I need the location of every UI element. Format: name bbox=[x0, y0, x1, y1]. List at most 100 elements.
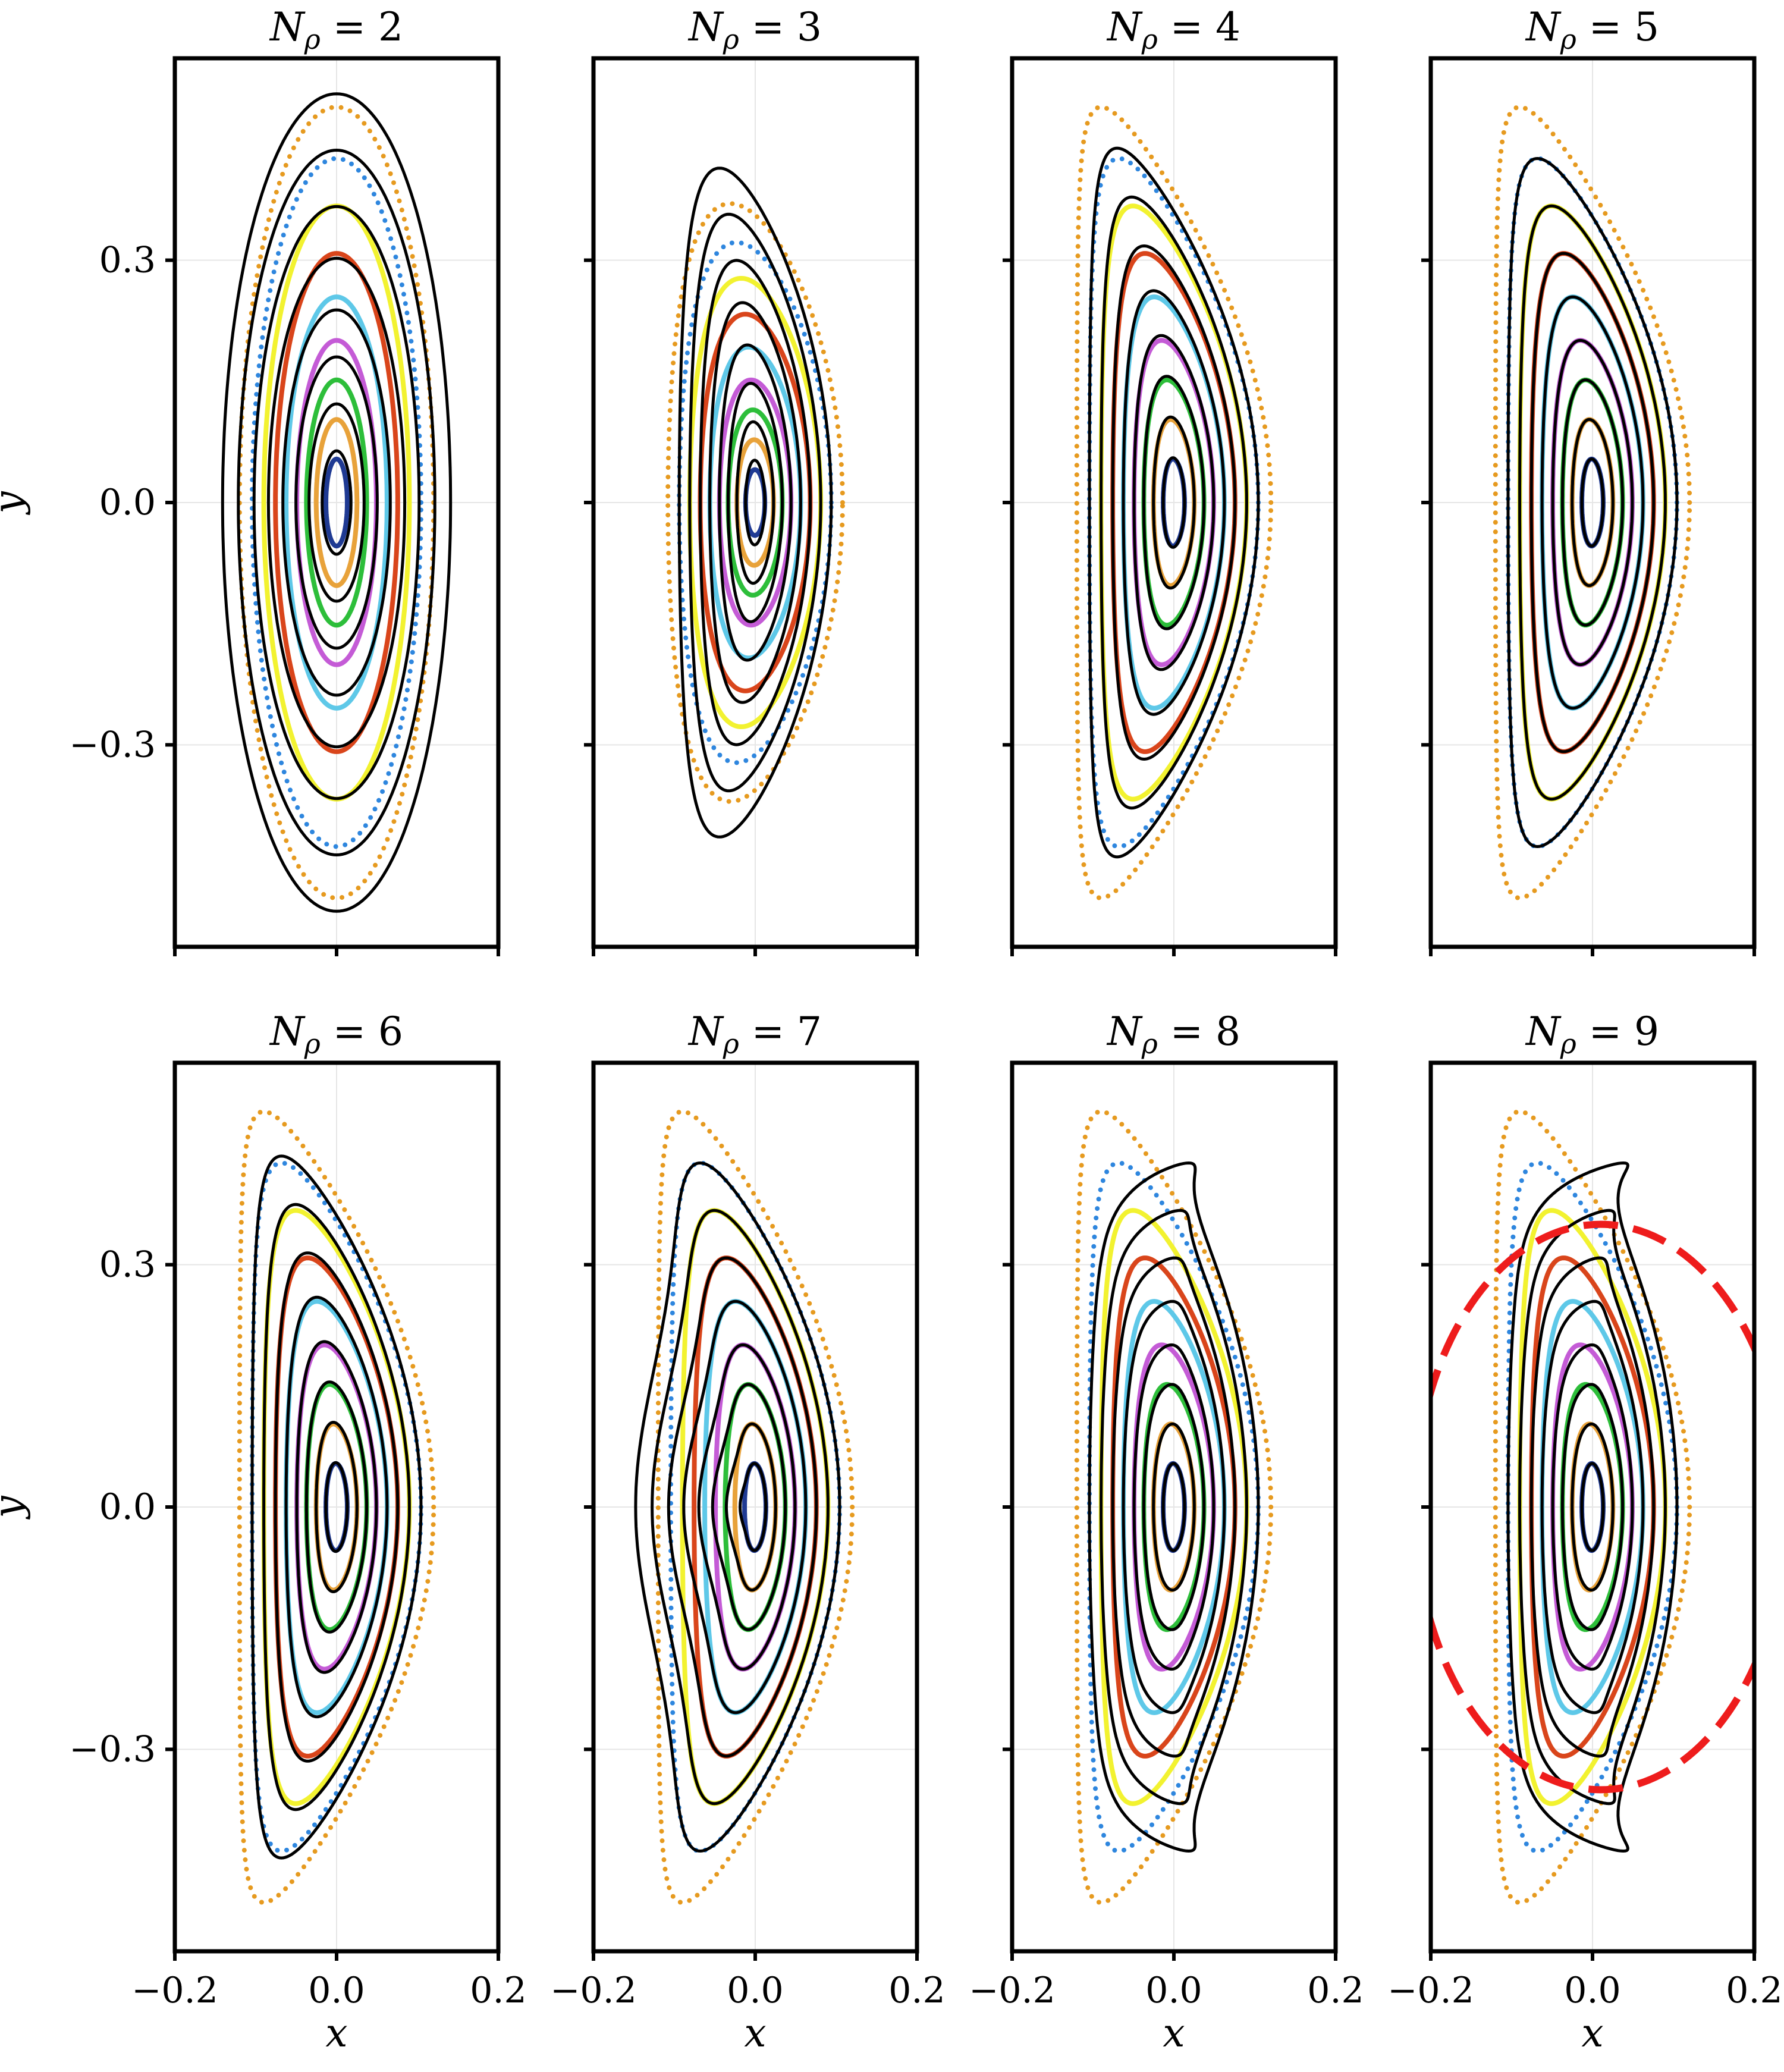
title-symbol: N bbox=[269, 1009, 306, 1054]
plot-area bbox=[1493, 104, 1692, 901]
title-symbol: N bbox=[1525, 4, 1562, 50]
reference-surface-5 bbox=[284, 294, 390, 711]
plot-area bbox=[1074, 104, 1274, 901]
fitted-surface-1 bbox=[1506, 1161, 1679, 1853]
panel-1: −0.3 0.0 0.3 Nρ = 2 y bbox=[0, 4, 501, 956]
plot-area bbox=[1074, 1109, 1274, 1905]
x-axis-label: x bbox=[1163, 2010, 1185, 2056]
x-tick-label: −0.2 bbox=[550, 1970, 637, 2011]
fitted-surface-5 bbox=[281, 308, 392, 697]
title-subscript: ρ bbox=[1141, 23, 1158, 55]
fitted-surface-4 bbox=[708, 301, 802, 704]
fitted-surface-3 bbox=[274, 1251, 400, 1763]
reference-surface-2 bbox=[1087, 1160, 1261, 1854]
title-value: = 9 bbox=[1576, 1009, 1659, 1054]
panel-title: Nρ = 4 bbox=[1106, 4, 1240, 55]
x-tick-label: −0.2 bbox=[969, 1970, 1056, 2011]
fitted-surface-3 bbox=[1111, 1256, 1237, 1758]
title-value: = 8 bbox=[1158, 1009, 1240, 1054]
fitted-surface-3 bbox=[1111, 244, 1237, 761]
x-tick-label: 0.2 bbox=[470, 1970, 526, 2011]
reference-surface-1 bbox=[655, 1109, 855, 1905]
title-value: = 6 bbox=[321, 1009, 403, 1054]
fitted-surface-2 bbox=[1518, 204, 1667, 801]
reference-surface-1 bbox=[1493, 104, 1692, 901]
panel-4: Nρ = 5 bbox=[1421, 4, 1757, 956]
y-tick-label: 0.3 bbox=[99, 240, 156, 281]
panel-6: −0.2 0.0 0.2 Nρ = 7 x bbox=[550, 1009, 946, 2056]
fitted-surface-1 bbox=[677, 167, 833, 839]
fitted-surface-2 bbox=[1100, 1208, 1248, 1806]
reference-surface-2 bbox=[249, 156, 424, 849]
title-symbol: N bbox=[687, 4, 724, 50]
title-value: = 3 bbox=[739, 4, 822, 50]
panel-8: −0.2 0.0 0.2 Nρ = 9 x bbox=[1387, 1009, 1783, 2056]
reference-surface-8 bbox=[313, 417, 360, 588]
y-tick-label: 0.0 bbox=[99, 1486, 156, 1528]
title-subscript: ρ bbox=[1560, 1028, 1576, 1060]
reference-surface-7 bbox=[304, 377, 369, 628]
plot-area bbox=[634, 1109, 855, 1905]
title-subscript: ρ bbox=[1560, 23, 1576, 55]
fitted-surface-7 bbox=[315, 1421, 359, 1593]
reference-surface-1 bbox=[1493, 1109, 1692, 1905]
fitted-surface-4 bbox=[284, 1295, 389, 1719]
fitted-surface-8 bbox=[321, 449, 353, 556]
fitted-surface-5 bbox=[1132, 334, 1215, 671]
fitted-surface-6 bbox=[1560, 378, 1625, 627]
x-axis-label: x bbox=[744, 2010, 766, 2056]
plot-area bbox=[221, 92, 453, 913]
plot-area bbox=[1431, 1109, 1754, 1905]
fitted-surface-7 bbox=[1152, 415, 1196, 590]
fitted-surface-3 bbox=[252, 205, 421, 800]
fitted-surface-7 bbox=[1152, 1422, 1196, 1592]
fitted-surface-2 bbox=[262, 1203, 411, 1812]
fitted-surface-7 bbox=[724, 1422, 777, 1592]
fitted-surface-1 bbox=[1088, 1161, 1260, 1853]
reference-surface-1 bbox=[1074, 1109, 1274, 1905]
title-subscript: ρ bbox=[1141, 1028, 1158, 1060]
title-symbol: N bbox=[1106, 1009, 1143, 1054]
reference-surface-2 bbox=[1087, 156, 1261, 849]
title-value: = 4 bbox=[1158, 4, 1240, 50]
fitted-surface-2 bbox=[237, 148, 436, 857]
fitted-surface-1 bbox=[1088, 146, 1260, 859]
fitted-surface-2 bbox=[651, 1208, 830, 1806]
fitted-surface-8 bbox=[739, 1462, 768, 1552]
panel-title: Nρ = 7 bbox=[687, 1009, 822, 1060]
fitted-surface-5 bbox=[1551, 1343, 1634, 1671]
title-subscript: ρ bbox=[304, 1028, 321, 1060]
fitted-surface-8 bbox=[1580, 1462, 1605, 1552]
fitted-surface-6 bbox=[304, 1380, 369, 1634]
fitted-surface-8 bbox=[1580, 457, 1605, 548]
title-subscript: ρ bbox=[723, 1028, 739, 1060]
x-tick-label: 0.0 bbox=[308, 1970, 365, 2011]
fitted-surface-2 bbox=[1518, 1208, 1667, 1806]
title-value: = 5 bbox=[1576, 4, 1659, 50]
y-tick-label: 0.0 bbox=[99, 482, 156, 523]
reference-surface-3 bbox=[261, 203, 412, 802]
x-axis-label: x bbox=[1581, 2010, 1603, 2056]
fitted-surface-1 bbox=[221, 92, 453, 913]
title-symbol: N bbox=[1106, 4, 1143, 50]
y-tick-label: −0.3 bbox=[69, 724, 156, 765]
title-subscript: ρ bbox=[304, 23, 321, 55]
title-symbol: N bbox=[1525, 1009, 1562, 1054]
fitted-surface-1 bbox=[250, 1154, 423, 1860]
fitted-surface-8 bbox=[324, 1461, 349, 1553]
fitted-surface-6 bbox=[711, 1383, 787, 1631]
panel-3: Nρ = 4 bbox=[1003, 4, 1338, 956]
fitted-surface-8 bbox=[1161, 1462, 1186, 1552]
x-tick-label: 0.2 bbox=[1307, 1970, 1364, 2011]
fitted-surface-5 bbox=[697, 1343, 797, 1671]
x-tick-label: −0.2 bbox=[131, 1970, 218, 2011]
fitted-surface-7 bbox=[735, 420, 775, 585]
fitted-surface-4 bbox=[1122, 289, 1226, 716]
fitted-surface-2 bbox=[688, 212, 822, 793]
fitted-surface-4 bbox=[682, 1299, 808, 1715]
y-axis-label: y bbox=[0, 491, 31, 516]
y-axis-label: y bbox=[0, 1496, 31, 1520]
panel-title: Nρ = 8 bbox=[1106, 1009, 1240, 1060]
plot-area bbox=[665, 167, 845, 839]
